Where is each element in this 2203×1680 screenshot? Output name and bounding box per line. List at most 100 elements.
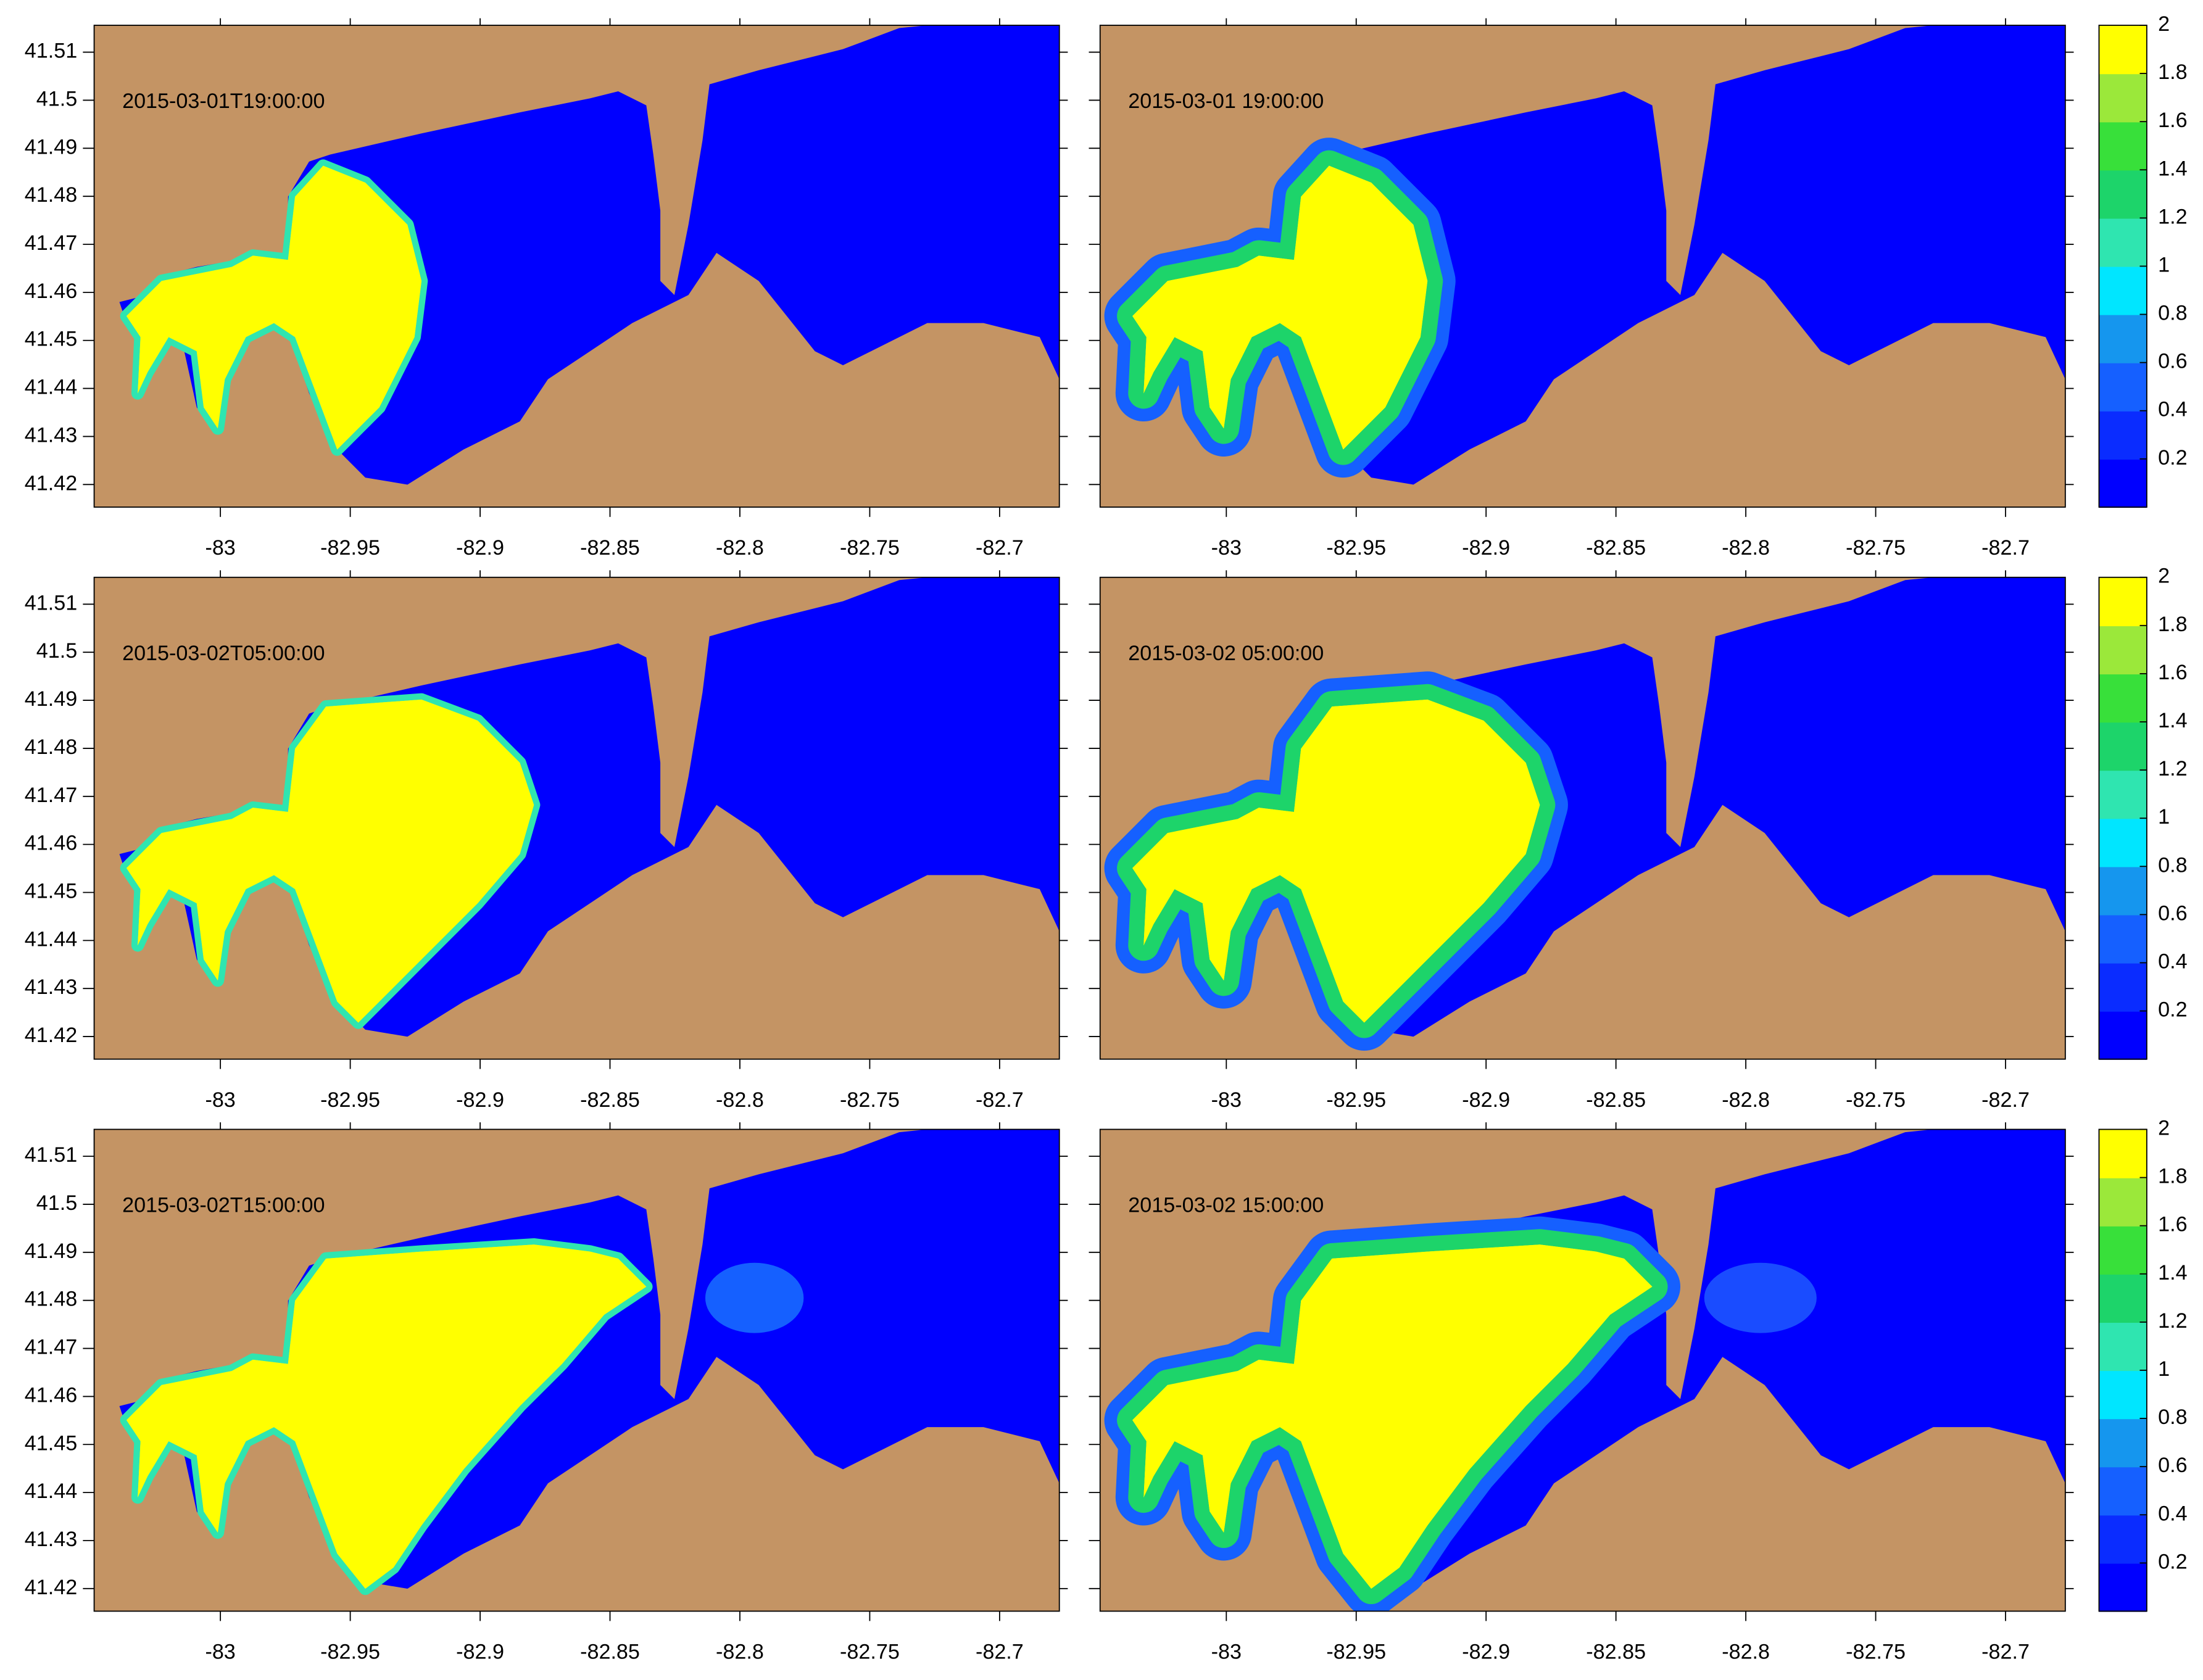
panel-frame [1099,1128,2066,1612]
colorbar-cell [2099,1322,2147,1372]
y-tick-label: 41.5 [36,1191,77,1215]
x-tick-label: -82.75 [1846,1088,1906,1112]
colorbar-cell [2099,170,2147,219]
colorbar-tick-label: 0.4 [2158,950,2187,974]
colorbar-tick-label: 0.8 [2158,302,2187,325]
colorbar-cell [2099,770,2147,819]
y-tick-label: 41.42 [25,1576,77,1599]
y-tick-label: 41.43 [25,1528,77,1551]
panel-frame [1099,25,2066,508]
y-tick-label: 41.47 [25,784,77,807]
panel-frame [93,1128,1060,1612]
x-tick-label: -82.8 [1722,536,1770,560]
y-tick-label: 41.49 [25,687,77,711]
x-tick-label: -82.95 [1326,536,1386,560]
x-tick-label: -82.8 [1722,1641,1770,1664]
y-tick-label: 41.49 [25,1239,77,1263]
colorbar-tick-label: 0.4 [2158,1502,2187,1525]
colorbar-cell [2099,1370,2147,1420]
x-tick-label: -82.9 [456,1641,504,1664]
x-tick-label: -83 [1211,1088,1242,1112]
y-tick-label: 41.47 [25,1336,77,1359]
y-tick-label: 41.45 [25,1431,77,1455]
colorbar-tick-label: 0.2 [2158,1550,2187,1573]
colorbar-tick-label: 1.8 [2158,613,2187,636]
x-tick-label: -83 [205,536,235,560]
colorbar-tick-label: 1.2 [2158,1309,2187,1333]
timestamp: 2015-03-01 19:00:00 [1128,89,1324,113]
colorbar-cell [2099,577,2147,626]
colorbar-tick-label: 2 [2158,1117,2170,1140]
colorbar-tick-label: 1.2 [2158,757,2187,780]
map-panel [1100,1129,2065,1612]
x-tick-label: -82.75 [1846,1641,1906,1664]
y-tick-label: 41.51 [25,39,77,63]
colorbar-tick-label: 0.6 [2158,901,2187,925]
colorbar-cell [2099,73,2147,123]
colorbar-cell [2099,914,2147,964]
x-tick-label: -82.85 [580,536,640,560]
panel-frame [1099,576,2066,1060]
colorbar-tick-label: 1.6 [2158,1213,2187,1236]
y-tick-label: 41.48 [25,735,77,759]
colorbar-cell [2099,218,2147,267]
panel-frame [93,25,1060,508]
x-tick-label: -82.75 [1846,536,1906,560]
colorbar-cell [2099,866,2147,916]
x-tick-label: -82.75 [840,1641,900,1664]
colorbar-cell [2099,314,2147,363]
x-tick-label: -82.95 [1326,1088,1386,1112]
colorbar-cell [2099,266,2147,315]
colorbar-cell [2099,722,2147,771]
map-panel [94,25,1060,507]
colorbar-cell [2099,625,2147,675]
panel-frame [93,576,1060,1060]
colorbar-cell [2099,25,2147,75]
colorbar-cell [2099,362,2147,412]
colorbar-cell [2099,1225,2147,1275]
y-tick-label: 41.47 [25,231,77,255]
colorbar-cell [2099,1467,2147,1516]
colorbar-tick-label: 0.6 [2158,1454,2187,1477]
x-tick-label: -82.8 [716,536,764,560]
timestamp: 2015-03-02 15:00:00 [1128,1194,1324,1217]
timestamp: 2015-03-02T05:00:00 [122,642,325,665]
colorbar-cell [2099,1563,2147,1612]
x-tick-label: -82.8 [1722,1088,1770,1112]
y-tick-label: 41.43 [25,423,77,447]
x-tick-label: -82.7 [1981,536,2030,560]
y-tick-label: 41.42 [25,1024,77,1047]
x-tick-label: -82.75 [840,1088,900,1112]
colorbar-tick-label: 0.2 [2158,446,2187,470]
x-tick-label: -83 [1211,536,1242,560]
x-tick-label: -82.95 [320,1641,380,1664]
colorbar-cell [2099,410,2147,460]
colorbar-tick-label: 1 [2158,253,2170,276]
map-panel [94,577,1060,1059]
colorbar-tick-label: 1.6 [2158,109,2187,132]
y-tick-label: 41.48 [25,1288,77,1311]
y-tick-label: 41.49 [25,135,77,159]
colorbar-tick-label: 1.4 [2158,1261,2187,1285]
x-tick-label: -82.85 [1586,1641,1646,1664]
y-tick-label: 41.43 [25,975,77,999]
colorbar-cell [2099,1418,2147,1468]
outflow-plume [1704,1262,1817,1333]
y-tick-label: 41.48 [25,183,77,207]
y-tick-label: 41.5 [36,639,77,663]
x-tick-label: -83 [205,1641,235,1664]
x-tick-label: -82.85 [1586,1088,1646,1112]
x-tick-label: -82.9 [456,1088,504,1112]
colorbar-tick-label: 1.8 [2158,1165,2187,1188]
colorbar-tick-label: 0.8 [2158,1405,2187,1429]
colorbar-cell [2099,1129,2147,1178]
timestamp: 2015-03-02T15:00:00 [122,1194,325,1217]
timestamp: 2015-03-02 05:00:00 [1128,642,1324,665]
y-tick-label: 41.5 [36,87,77,110]
y-tick-label: 41.44 [25,376,77,399]
colorbar-tick-label: 1.4 [2158,709,2187,732]
colorbar-tick-label: 0.6 [2158,350,2187,373]
y-tick-label: 41.51 [25,591,77,614]
